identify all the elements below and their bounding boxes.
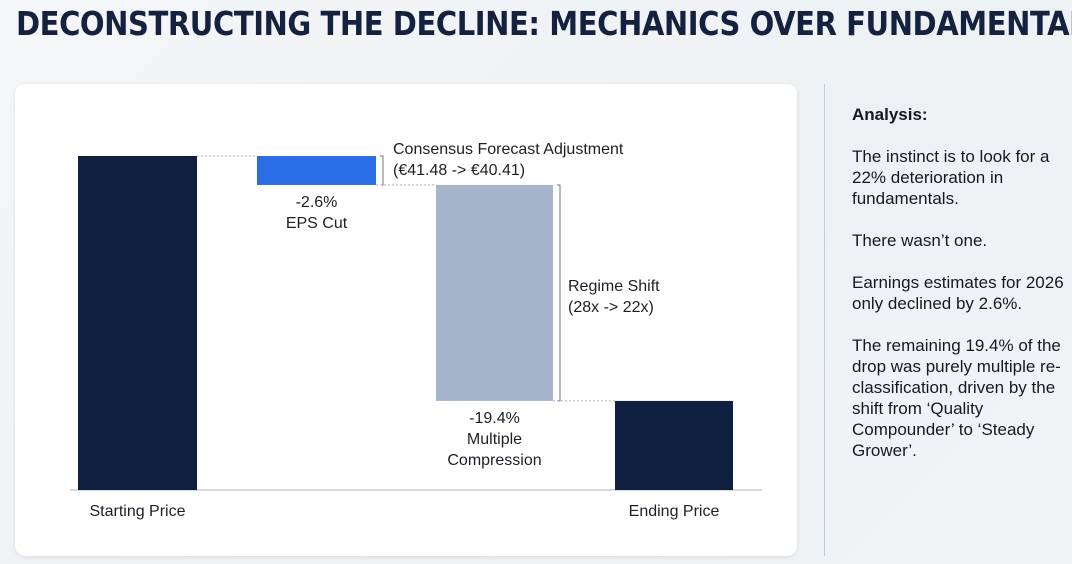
category-label-ending-price: Ending Price (629, 503, 720, 520)
annotation-multiple-compression-1: Regime Shift (568, 278, 660, 295)
analysis-paragraph-3: Earnings estimates for 2026 only decline… (852, 273, 1064, 313)
analysis-panel: Analysis: The instinct is to look for a … (852, 104, 1064, 482)
bar-multiple-compression (436, 184, 553, 401)
analysis-paragraph-2: There wasn’t one. (852, 231, 988, 250)
waterfall-chart: -2.6% EPS Cut Consensus Forecast Adjustmen… (15, 84, 797, 556)
annotation-eps-cut-1: Consensus Forecast Adjustment (393, 141, 624, 158)
bar-label-multiple-compression-1: Multiple (467, 431, 522, 448)
annotation-multiple-compression-2: (28x -> 22x) (568, 299, 654, 316)
bracket-eps-cut (380, 155, 384, 186)
annotation-eps-cut-2: (€41.48 -> €40.41) (393, 162, 525, 179)
bar-ending-price (615, 400, 733, 490)
bar-eps-cut (257, 156, 376, 185)
analysis-paragraph-1: The instinct is to look for a 22% deteri… (852, 147, 1050, 208)
page-title: DECONSTRUCTING THE DECLINE: MECHANICS OV… (16, 4, 1072, 43)
data-label-eps-cut: -2.6% (296, 194, 338, 211)
category-label-starting-price: Starting Price (89, 503, 185, 520)
analysis-paragraph-4: The remaining 19.4% of the drop was pure… (852, 336, 1061, 460)
bar-label-eps-cut-1: EPS Cut (286, 215, 348, 232)
analysis-heading: Analysis: (852, 105, 928, 124)
bar-label-multiple-compression-2: Compression (447, 452, 541, 469)
bracket-multiple-compression (557, 184, 561, 402)
data-label-multiple-compression: -19.4% (469, 410, 520, 427)
panel-divider (824, 84, 825, 556)
bar-starting-price (78, 156, 197, 490)
waterfall-chart-svg: -2.6% EPS Cut Consensus Forecast Adjustmen… (70, 141, 762, 520)
